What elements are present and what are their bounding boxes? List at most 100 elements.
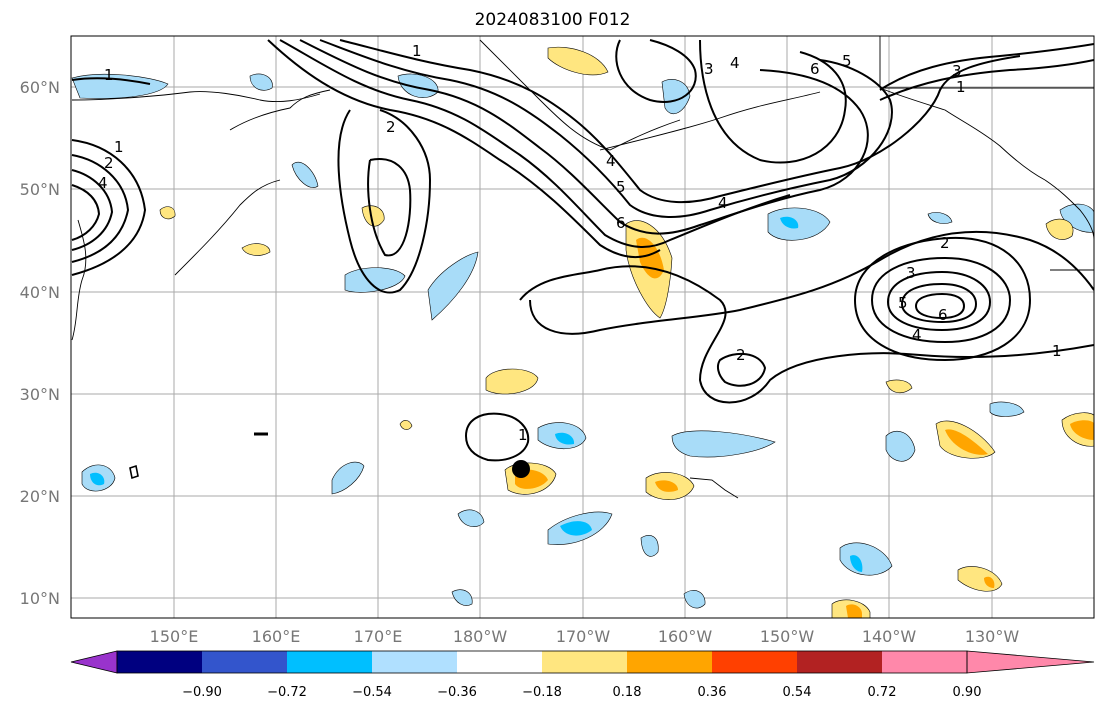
- contour-label: 4: [98, 174, 108, 192]
- contour-label: 1: [412, 42, 422, 60]
- colorbar-segment: [117, 651, 202, 673]
- colorbar-frame: [116, 650, 968, 674]
- longitude-labels: 150°E 160°E 170°E 180°W 170°W 160°W 150°…: [150, 627, 1020, 646]
- contour-label: 4: [606, 152, 616, 170]
- colorbar-tick-label: 0.72: [868, 685, 897, 700]
- colorbar-tick-label: −0.54: [352, 685, 392, 700]
- lat-label: 60°N: [20, 78, 60, 97]
- lat-label: 20°N: [20, 487, 60, 506]
- lon-label: 140°W: [862, 627, 917, 646]
- contour-label: 2: [940, 234, 950, 252]
- colorbar-segment: [202, 651, 287, 673]
- contour-label: 2: [736, 346, 746, 364]
- shade-orange: [846, 604, 862, 618]
- shade-yellow: [241, 243, 271, 256]
- colorbar-segment: [372, 651, 457, 673]
- lon-label: 160°E: [252, 627, 301, 646]
- shade-blue: [555, 432, 575, 445]
- contour-labels: 1 1 2 4 1 2 4 5 6 4 3 4 6 5 3 1 2 3 4 5 …: [98, 42, 1062, 444]
- colorbar-segment: [712, 651, 797, 673]
- contour-label: 5: [898, 294, 908, 312]
- shade-yellow: [361, 205, 385, 227]
- shade-light-blue: [344, 267, 406, 293]
- contour-label: 1: [114, 138, 124, 156]
- coastlines: [71, 36, 1094, 499]
- colorbar-tick-label: 0.36: [698, 685, 727, 700]
- shade-yellow: [485, 368, 539, 395]
- contour-label: 4: [730, 54, 740, 72]
- lat-label: 30°N: [20, 385, 60, 404]
- map-title: 2024083100 F012: [474, 10, 631, 30]
- shade-orange: [984, 576, 995, 588]
- contour-label: 1: [1052, 342, 1062, 360]
- shade-light-blue: [989, 401, 1025, 417]
- lon-label: 130°W: [965, 627, 1020, 646]
- colorbar-extend-left: [70, 650, 118, 674]
- contour-label: 5: [842, 52, 852, 70]
- shade-light-blue: [331, 461, 365, 495]
- latitude-labels: 60°N 50°N 40°N 30°N 20°N 10°N: [20, 78, 60, 608]
- contour-label: 6: [810, 60, 820, 78]
- shade-light-blue: [927, 212, 953, 224]
- shade-light-blue: [71, 73, 169, 99]
- shade-yellow: [399, 420, 413, 430]
- contour-label: 6: [938, 306, 948, 324]
- shade-blue: [780, 216, 799, 229]
- colorbar-segment: [457, 651, 542, 673]
- shade-yellow: [547, 46, 609, 76]
- lon-label: 170°W: [556, 627, 611, 646]
- gridlines: [71, 36, 1094, 618]
- contour-label: 1: [104, 66, 114, 84]
- shade-light-blue: [839, 542, 893, 576]
- shade-orange: [655, 480, 678, 492]
- lon-label: 150°E: [150, 627, 199, 646]
- shade-light-blue: [671, 430, 776, 458]
- contour-label: 1: [956, 78, 966, 96]
- shade-blue: [850, 555, 863, 572]
- contour-label: 6: [616, 214, 626, 232]
- colorbar-tick-label: 0.90: [953, 685, 982, 700]
- shade-orange: [1070, 420, 1094, 440]
- shade-light-blue: [249, 73, 273, 91]
- storm-center-marker: [512, 460, 530, 478]
- shade-blue: [90, 472, 105, 486]
- contour-label: 4: [912, 326, 922, 344]
- shade-light-blue: [291, 161, 319, 188]
- shade-yellow: [159, 206, 176, 220]
- contour-label: 2: [104, 154, 114, 172]
- lon-label: 170°E: [354, 627, 403, 646]
- contour-label: 3: [906, 264, 916, 282]
- colorbar-tick-label: −0.90: [182, 685, 222, 700]
- shade-light-blue: [640, 535, 659, 557]
- shade-light-blue: [885, 430, 916, 462]
- shade-light-blue: [767, 207, 831, 241]
- contours: [71, 39, 1094, 480]
- lat-label: 40°N: [20, 283, 60, 302]
- colorbar-tick-label: −0.18: [522, 685, 562, 700]
- colorbar-segment: [627, 651, 712, 673]
- colorbar-tick-labels: −0.90 −0.72 −0.54 −0.36 −0.18 0.18 0.36 …: [182, 685, 981, 700]
- shade-light-blue: [661, 79, 691, 114]
- contour-label: 4: [718, 194, 728, 212]
- contour-label: 3: [952, 62, 962, 80]
- shade-light-blue: [451, 589, 473, 606]
- contour-label: 3: [704, 60, 714, 78]
- colorbar-tick-label: 0.54: [783, 685, 812, 700]
- colorbar-segment: [542, 651, 627, 673]
- shade-light-blue: [427, 251, 479, 321]
- shade-yellow: [1045, 218, 1074, 240]
- colorbar-segment: [882, 651, 967, 673]
- colorbar: −0.90 −0.72 −0.54 −0.36 −0.18 0.18 0.36 …: [70, 650, 1095, 700]
- contour-label: 2: [386, 118, 396, 136]
- colorbar-segment: [797, 651, 882, 673]
- lon-label: 180°W: [453, 627, 508, 646]
- shade-yellow: [885, 379, 913, 394]
- colorbar-extend-right: [966, 650, 1095, 674]
- shade-blue: [560, 521, 592, 536]
- plot-frame: [70, 35, 1095, 619]
- shade-orange: [945, 429, 988, 455]
- lat-label: 50°N: [20, 180, 60, 199]
- lat-label: 10°N: [20, 589, 60, 608]
- lon-label: 150°W: [760, 627, 815, 646]
